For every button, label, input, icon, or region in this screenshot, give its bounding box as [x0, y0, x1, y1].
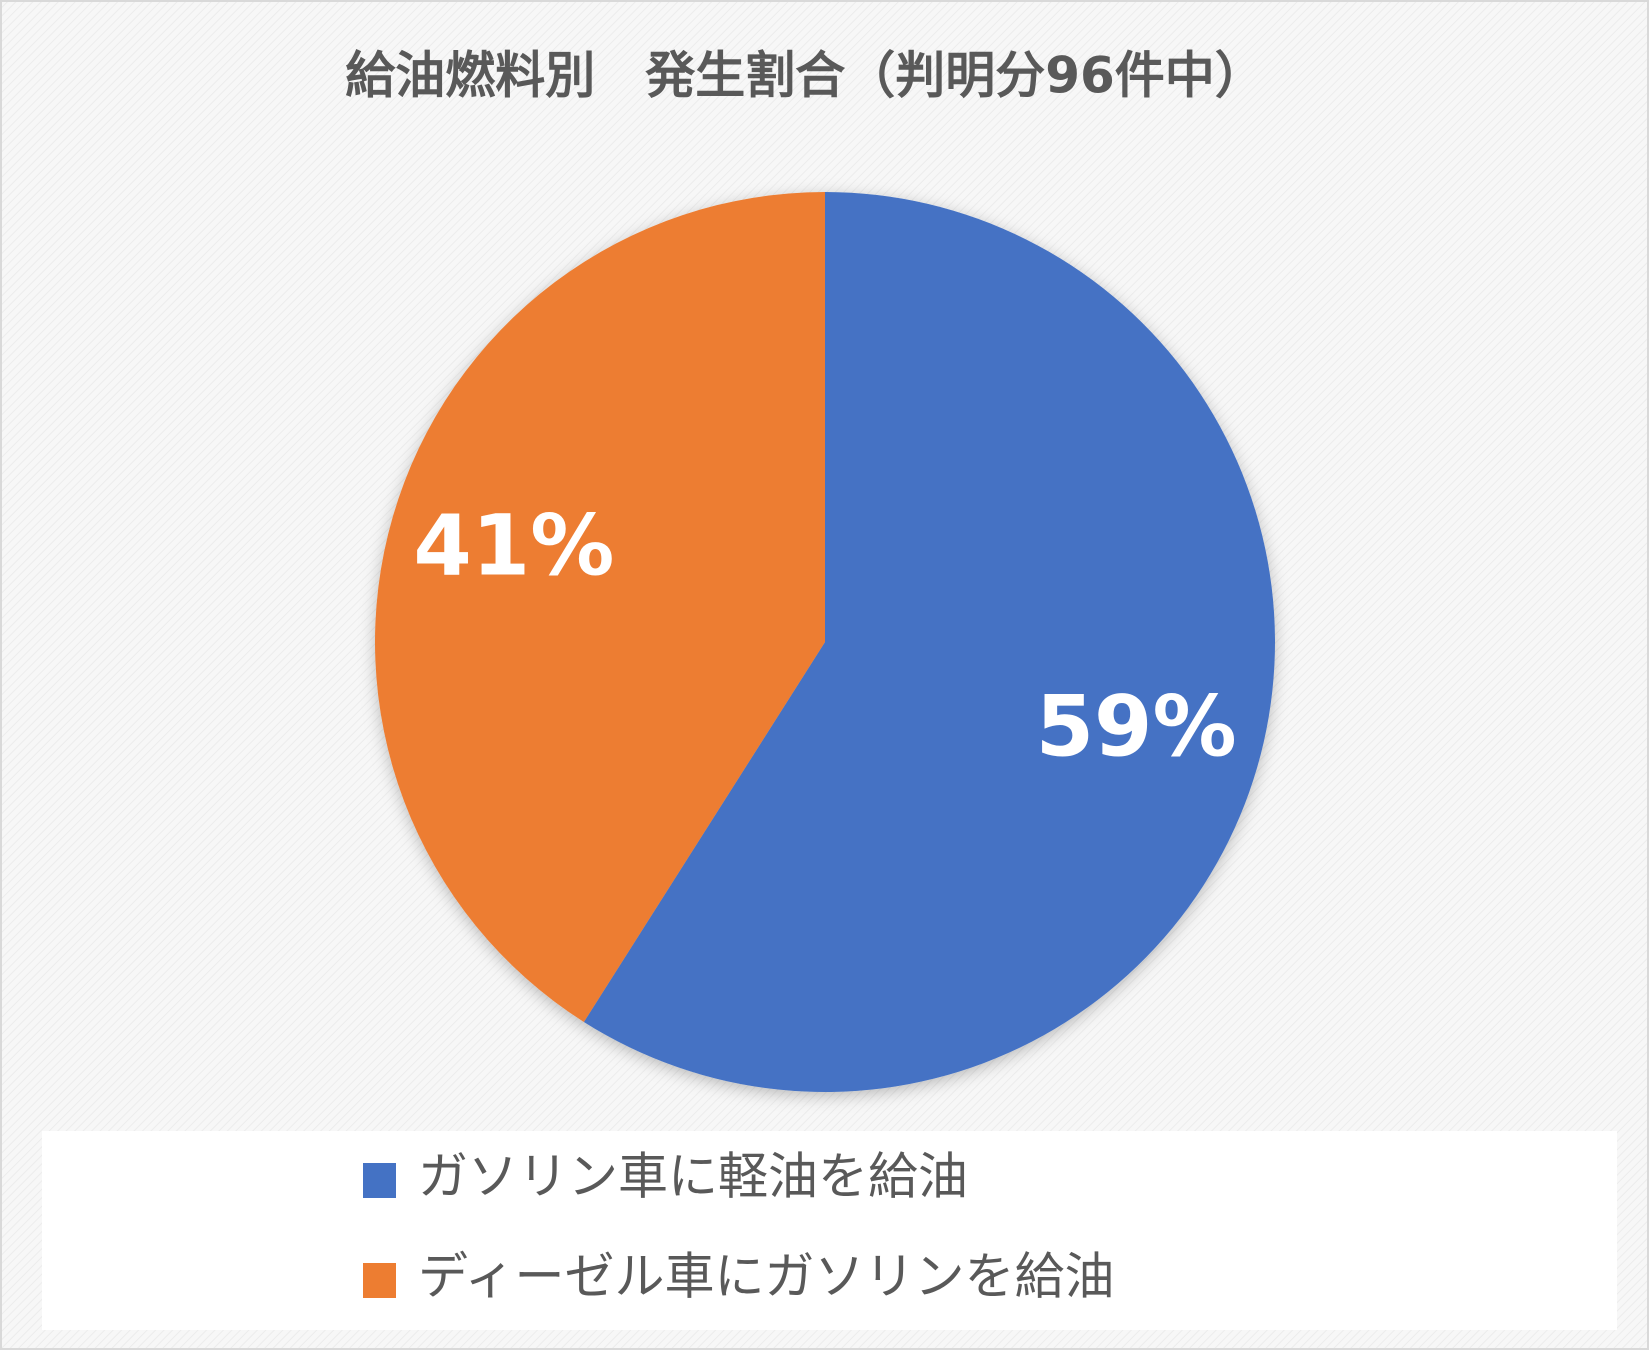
legend-box: [42, 1131, 1617, 1330]
chart-title: 給油燃料別 発生割合（判明分96件中）: [345, 47, 1265, 105]
legend-label: ディーゼル車にガソリンを給油: [418, 1248, 1115, 1306]
data-label: 59%: [1036, 677, 1237, 775]
pie-slice: [375, 192, 825, 1022]
legend-swatch: [363, 1163, 396, 1198]
pie: [375, 192, 1275, 1092]
legend-swatch: [363, 1263, 396, 1298]
data-label: 41%: [413, 497, 614, 595]
legend-label: ガソリン車に軽油を給油: [418, 1148, 968, 1206]
pie-slice: [583, 192, 1275, 1092]
